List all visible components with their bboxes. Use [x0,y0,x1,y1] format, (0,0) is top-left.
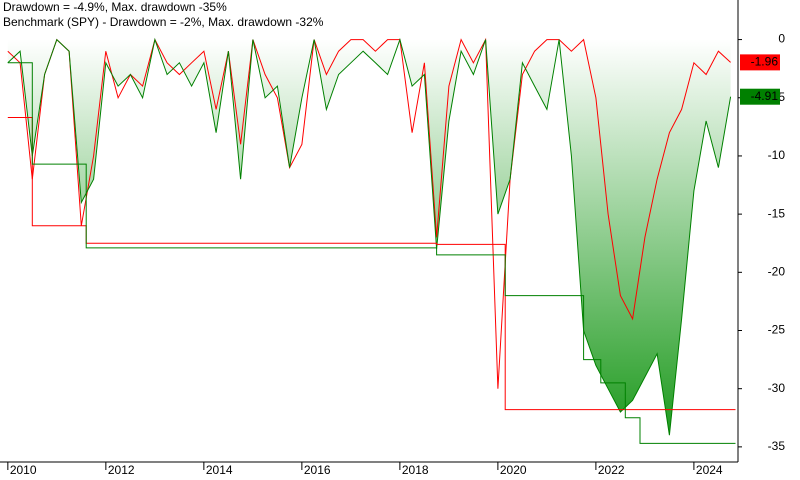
drawdown-line [7,37,732,436]
y-tick-label: -20 [768,264,786,278]
y-tick-label: -25 [768,323,786,337]
last-value-box [740,88,780,105]
x-tick-label: 2020 [500,463,527,477]
legend-entry: Benchmark (SPY) - Drawdown = -2%, Max. d… [3,15,324,29]
y-tick-label: -15 [768,206,786,220]
x-tick-label: 2022 [598,463,625,477]
last-value-label: -4.91 [740,88,780,105]
last-value-text: -1.96 [751,55,779,69]
max-drawdown-line [7,62,736,444]
x-tick-label: 2014 [206,463,233,477]
y-tick-label: -10 [768,148,786,162]
last-value-text: -4.91 [751,89,779,103]
legend-entry: Drawdown = -4.9%, Max. drawdown -35% [3,0,227,14]
x-tick-label: 2024 [696,463,723,477]
max-drawdown-line [7,117,736,411]
x-tick-label: 2012 [108,463,135,477]
drawdown-area [7,39,731,436]
y-tick-label: -30 [768,381,786,395]
last-value-label: -1.96 [740,54,780,71]
x-tick-label: 2010 [10,463,37,477]
drawdown-line [7,37,731,389]
y-tick-label: -35 [768,439,786,453]
last-value-box [740,54,780,71]
x-tick-label: 2018 [402,463,429,477]
y-tick-label: 0 [778,32,785,46]
x-tick-label: 2016 [304,463,331,477]
